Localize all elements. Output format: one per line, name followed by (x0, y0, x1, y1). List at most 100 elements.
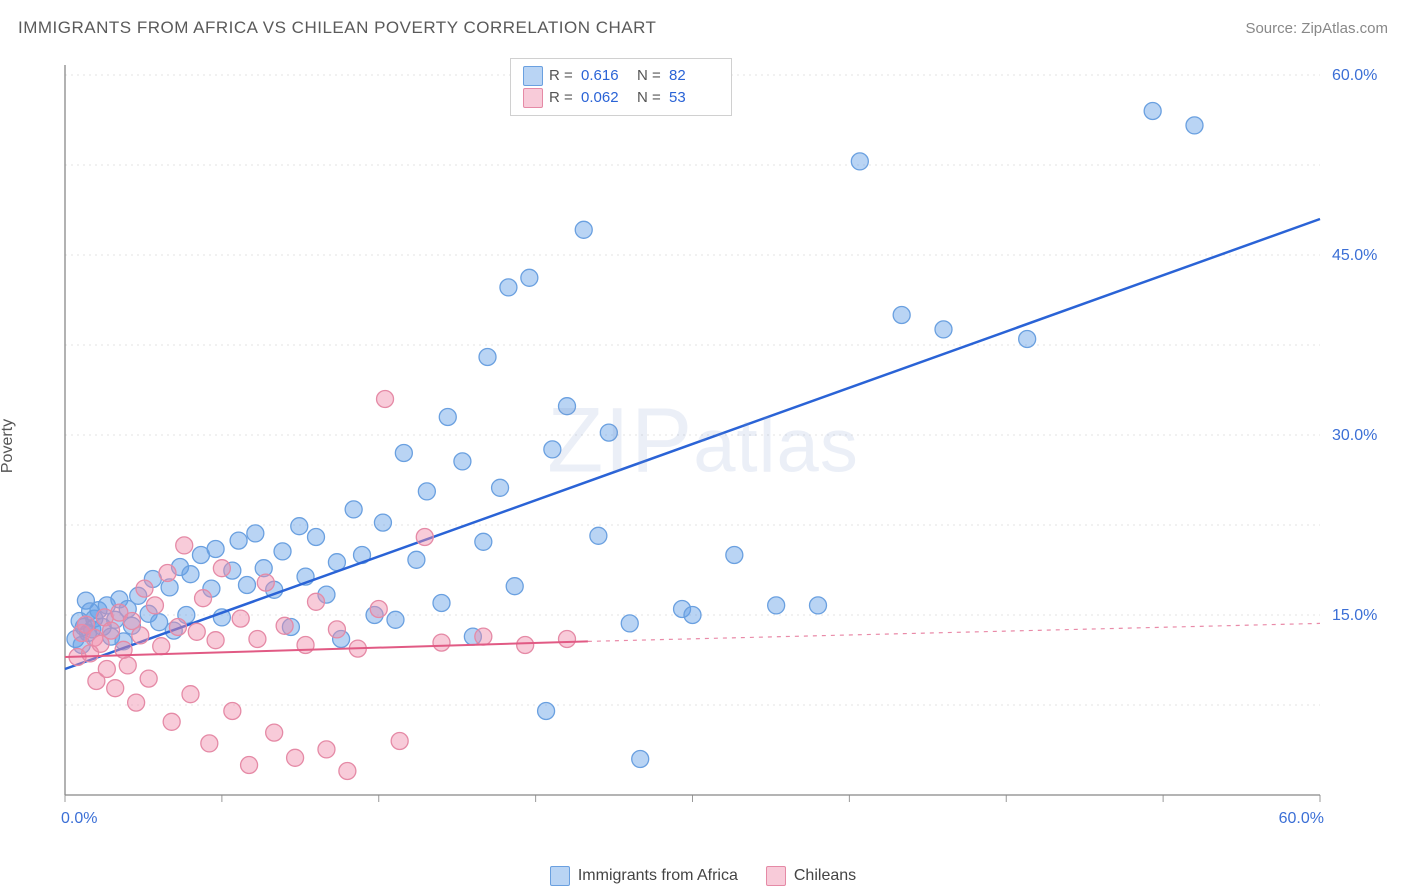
legend-r-label: R = (549, 87, 575, 109)
chileans-point (308, 593, 325, 610)
africa-point (308, 529, 325, 546)
legend-row: R =0.062N =53 (523, 87, 719, 109)
africa-point (345, 501, 362, 518)
legend-r-label: R = (549, 65, 575, 87)
chileans-point (328, 621, 345, 638)
series-legend-label: Chileans (794, 867, 856, 885)
chileans-point (182, 686, 199, 703)
chileans-point (370, 601, 387, 618)
africa-point (238, 577, 255, 594)
legend-n-label: N = (637, 87, 663, 109)
legend-swatch (523, 66, 543, 86)
y-axis-label: Poverty (0, 419, 17, 473)
africa-point (1019, 331, 1036, 348)
chileans-point (188, 623, 205, 640)
africa-point (1186, 117, 1203, 134)
chileans-point (146, 597, 163, 614)
scatter-chart: 15.0% 30.0% 45.0% 60.0% 0.0% 60.0% (55, 55, 1390, 835)
chileans-point (213, 560, 230, 577)
africa-point (492, 479, 509, 496)
africa-point (182, 566, 199, 583)
africa-point (475, 533, 492, 550)
africa-point (479, 349, 496, 366)
africa-point (544, 441, 561, 458)
africa-point (506, 578, 523, 595)
africa-point (851, 153, 868, 170)
chileans-point (98, 661, 115, 678)
chileans-point (475, 628, 492, 645)
chileans-point (169, 619, 186, 636)
legend-swatch (766, 866, 786, 886)
chileans-point (140, 670, 157, 687)
africa-point (408, 551, 425, 568)
africa-point (230, 532, 247, 549)
africa-point (1144, 103, 1161, 120)
svg-text:60.0%: 60.0% (1332, 67, 1377, 84)
chileans-point (318, 741, 335, 758)
africa-point (247, 525, 264, 542)
chileans-point (416, 529, 433, 546)
chileans-point (232, 610, 249, 627)
svg-text:0.0%: 0.0% (61, 810, 97, 827)
source-label: Source: ZipAtlas.com (1245, 20, 1388, 37)
chileans-point (266, 724, 283, 741)
svg-text:30.0%: 30.0% (1332, 427, 1377, 444)
chart-title: IMMIGRANTS FROM AFRICA VS CHILEAN POVERT… (18, 18, 656, 38)
africa-point (684, 607, 701, 624)
svg-text:15.0%: 15.0% (1332, 607, 1377, 624)
africa-point (768, 597, 785, 614)
chileans-point (391, 733, 408, 750)
legend-swatch (550, 866, 570, 886)
chileans-point (132, 627, 149, 644)
chileans-point (559, 631, 576, 648)
africa-point (274, 543, 291, 560)
legend-n-label: N = (637, 65, 663, 87)
series-legend-item: Immigrants from Africa (550, 866, 738, 886)
africa-point (600, 424, 617, 441)
africa-point (521, 269, 538, 286)
chileans-point (433, 634, 450, 651)
chileans-point (224, 703, 241, 720)
africa-point (893, 307, 910, 324)
chileans-point (119, 657, 136, 674)
chileans-point (107, 680, 124, 697)
svg-text:45.0%: 45.0% (1332, 247, 1377, 264)
chileans-point (163, 713, 180, 730)
africa-point (500, 279, 517, 296)
africa-point (935, 321, 952, 338)
chileans-point (176, 537, 193, 554)
chileans-point (136, 580, 153, 597)
chileans-point (241, 757, 258, 774)
africa-point (559, 398, 576, 415)
africa-point (207, 541, 224, 558)
chileans-point (257, 574, 274, 591)
africa-point (433, 595, 450, 612)
legend-row: R =0.616N =82 (523, 65, 719, 87)
africa-trendline (65, 219, 1320, 669)
chileans-point (195, 590, 212, 607)
africa-point (454, 453, 471, 470)
chileans-point (201, 735, 218, 752)
chileans-point (339, 763, 356, 780)
legend-n-value: 82 (669, 65, 719, 87)
chileans-point (103, 622, 120, 639)
series-legend-label: Immigrants from Africa (578, 867, 738, 885)
chileans-point (287, 749, 304, 766)
chileans-point (249, 631, 266, 648)
africa-point (439, 409, 456, 426)
africa-point (387, 611, 404, 628)
legend-n-value: 53 (669, 87, 719, 109)
africa-point (418, 483, 435, 500)
svg-text:60.0%: 60.0% (1279, 810, 1324, 827)
plot-area: 15.0% 30.0% 45.0% 60.0% 0.0% 60.0% (55, 55, 1390, 835)
series-legend: Immigrants from Africa Chileans (0, 866, 1406, 886)
africa-point (590, 527, 607, 544)
chileans-point (207, 632, 224, 649)
africa-point (374, 514, 391, 531)
legend-swatch (523, 88, 543, 108)
correlation-legend: R =0.616N =82R =0.062N =53 (510, 58, 732, 116)
chileans-point (128, 694, 145, 711)
africa-point (810, 597, 827, 614)
africa-point (726, 547, 743, 564)
chileans-point (276, 617, 293, 634)
